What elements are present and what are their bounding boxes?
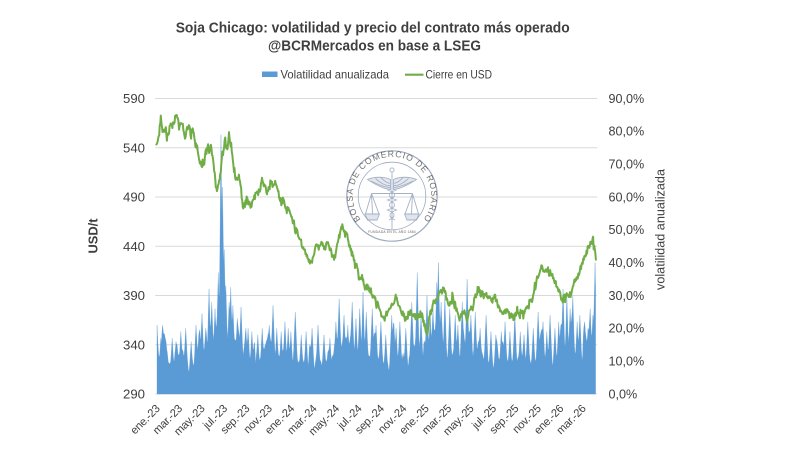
svg-text:@BCRMercados en base a LSEG: @BCRMercados en base a LSEG — [268, 39, 481, 55]
svg-text:0,0%: 0,0% — [609, 387, 638, 401]
svg-text:Soja Chicago: volatilidad y pr: Soja Chicago: volatilidad y precio del c… — [176, 21, 570, 37]
svg-text:10,0%: 10,0% — [609, 355, 645, 369]
svg-text:Volatilidad anualizada: Volatilidad anualizada — [281, 67, 390, 81]
svg-text:490: 490 — [123, 190, 145, 205]
svg-text:70,0%: 70,0% — [609, 158, 645, 172]
svg-text:20,0%: 20,0% — [609, 322, 645, 336]
svg-text:volatilidad anualizada: volatilidad anualizada — [654, 169, 668, 290]
svg-text:FUNDADA EN EL AÑO 1884: FUNDADA EN EL AÑO 1884 — [368, 229, 416, 234]
svg-text:390: 390 — [123, 288, 145, 303]
svg-text:80,0%: 80,0% — [609, 125, 645, 139]
svg-text:440: 440 — [123, 239, 145, 254]
svg-text:Cierre en USD: Cierre en USD — [426, 67, 493, 81]
svg-text:590: 590 — [123, 91, 145, 106]
svg-text:290: 290 — [123, 387, 145, 402]
svg-text:340: 340 — [123, 337, 145, 352]
svg-text:90,0%: 90,0% — [609, 92, 645, 106]
svg-text:60,0%: 60,0% — [609, 190, 645, 204]
svg-text:40,0%: 40,0% — [609, 256, 645, 270]
svg-text:30,0%: 30,0% — [609, 289, 645, 303]
svg-text:540: 540 — [123, 140, 145, 155]
svg-text:USD/t: USD/t — [86, 218, 101, 254]
svg-text:50,0%: 50,0% — [609, 223, 645, 237]
